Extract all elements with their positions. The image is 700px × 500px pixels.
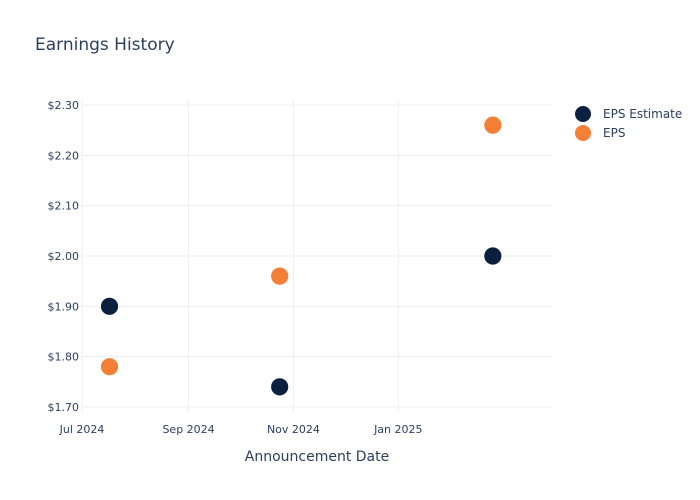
legend-item-eps-estimate[interactable]: EPS Estimate — [575, 106, 682, 122]
eps-estimate-point[interactable] — [270, 377, 290, 397]
y-tick-label: $2.30 — [48, 99, 80, 112]
eps-estimate-point[interactable] — [483, 246, 503, 266]
eps-point[interactable] — [483, 115, 503, 135]
grid — [81, 100, 553, 412]
eps-estimate-point[interactable] — [100, 296, 119, 316]
legend-item-eps[interactable]: EPS — [575, 125, 625, 141]
x-tick-label: Nov 2024 — [267, 423, 320, 436]
x-axis-ticks: Jul 2024 Sep 2024 Nov 2024 Jan 2025 — [59, 423, 423, 436]
x-tick-label: Jul 2024 — [59, 423, 105, 436]
data-points — [100, 115, 503, 397]
y-tick-label: $1.90 — [48, 300, 80, 313]
y-tick-label: $1.80 — [48, 351, 80, 364]
legend-label: EPS — [603, 126, 625, 140]
chart-title: Earnings History — [35, 35, 175, 55]
x-tick-label: Jan 2025 — [373, 423, 422, 436]
legend-marker — [575, 106, 591, 122]
eps-point[interactable] — [270, 266, 290, 286]
x-tick-label: Sep 2024 — [162, 423, 214, 436]
y-axis-ticks: $1.70 $1.80 $1.90 $2.00 $2.10 $2.20 $2.30 — [48, 99, 80, 414]
x-axis-title: Announcement Date — [245, 449, 389, 465]
y-tick-label: $1.70 — [48, 401, 80, 414]
eps-point[interactable] — [100, 357, 119, 377]
legend-label: EPS Estimate — [603, 107, 682, 121]
y-tick-label: $2.20 — [48, 149, 80, 162]
y-tick-label: $2.10 — [48, 200, 80, 213]
y-tick-label: $2.00 — [48, 250, 80, 263]
legend-marker — [575, 125, 591, 141]
legend[interactable]: EPS Estimate EPS — [575, 106, 682, 141]
